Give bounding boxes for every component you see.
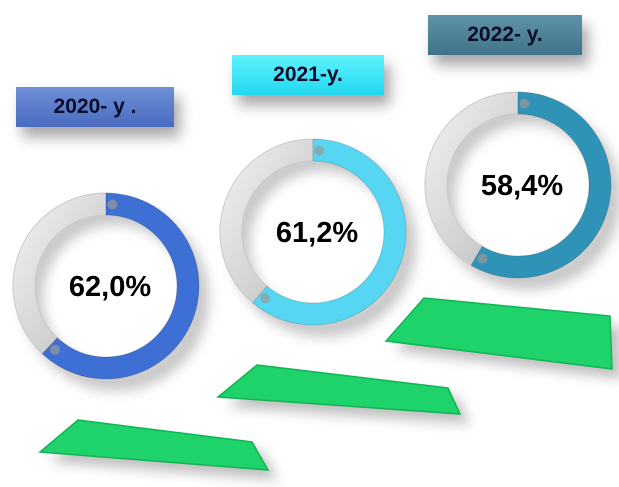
- value-label-2021: 61,2%: [276, 217, 358, 249]
- ring-value-arc-2021: [252, 138, 407, 326]
- ring-arrow-tip-2021-0: [314, 145, 325, 156]
- ring-arrow-tip-2020-0: [107, 199, 118, 210]
- year-label-2021: 2021-y.: [232, 55, 384, 95]
- ring-arrow-tip-2020-1: [49, 344, 60, 355]
- rings-group: [12, 91, 619, 391]
- ring-value-arc-2022: [470, 91, 612, 279]
- platforms-group: [38, 297, 619, 480]
- ring-arrow-tip-2022-0: [519, 98, 530, 109]
- platform-2021: [216, 364, 462, 415]
- ring-remainder-2021: [219, 138, 314, 304]
- platform-2020: [38, 419, 270, 471]
- value-label-2020: 62,0%: [69, 271, 151, 303]
- ring-arrow-tip-2022-1: [477, 253, 488, 264]
- ring-value-arc-2020: [41, 192, 200, 380]
- ring-remainder-2022: [424, 91, 519, 267]
- year-label-2022: 2022- y.: [428, 15, 582, 55]
- value-labels-group: 62,0% 61,2% 58,4%: [69, 170, 563, 303]
- ring-arrow-tip-2021-1: [260, 293, 271, 304]
- year-label-2020: 2020- y .: [16, 87, 174, 127]
- platform-2022: [384, 297, 613, 370]
- value-label-2022: 58,4%: [481, 170, 563, 202]
- ring-remainder-2020: [12, 192, 107, 355]
